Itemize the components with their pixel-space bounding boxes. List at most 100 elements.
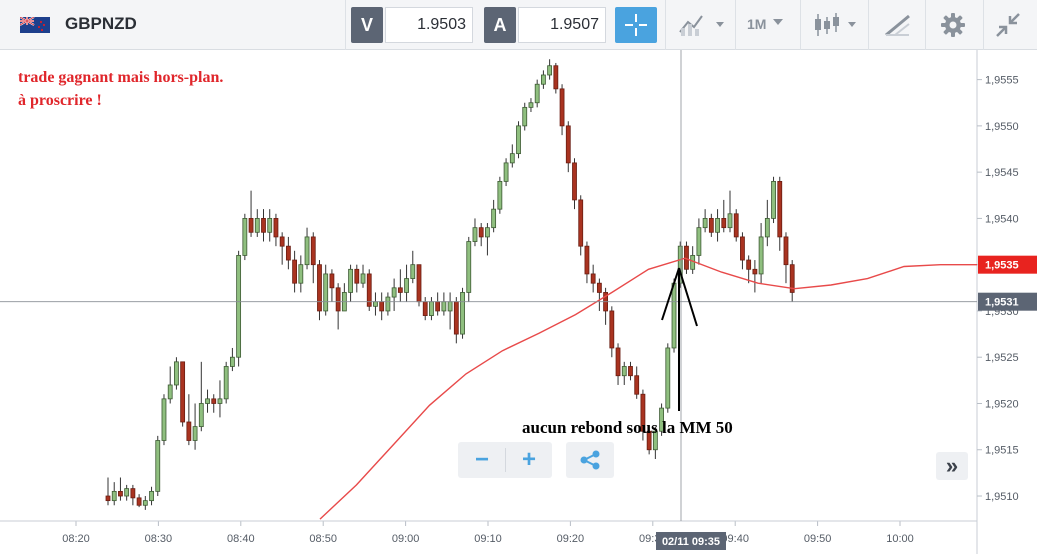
scroll-forward-icon: » [945, 453, 959, 478]
zoom-out-button[interactable]: − [460, 442, 504, 478]
zoom-in-button[interactable]: + [507, 442, 551, 478]
chart-type-button[interactable] [678, 12, 728, 43]
y-tick-label: 1,9525 [985, 352, 1019, 364]
bear-candle [596, 282, 602, 293]
bull-candle [167, 384, 173, 400]
bear-candle [634, 375, 640, 395]
trade-note: trade gagnant mais hors-plan. à proscrir… [18, 66, 223, 112]
bull-candle [497, 180, 503, 210]
bull-candle [671, 282, 677, 349]
candle-style-button[interactable] [812, 12, 862, 43]
price-chart[interactable]: 08:20 08:30 08:40 08:50 09:00 09:10 09:20 09:30… [0, 50, 1037, 554]
bear-candle [578, 199, 584, 247]
share-button[interactable] [566, 442, 614, 478]
bull-candle [254, 218, 260, 233]
bear-candle [118, 490, 123, 497]
bear-candle [136, 497, 142, 506]
timeframe-select[interactable]: 1M [747, 16, 767, 32]
bear-candle [559, 88, 565, 127]
bull-candle [385, 296, 391, 312]
drawing-icon [885, 14, 910, 37]
x-tick-label: 09:50 [804, 533, 832, 545]
x-tick-label: 09:10 [474, 533, 502, 545]
bull-candle [460, 292, 465, 335]
bear-candle [379, 301, 385, 312]
bull-candle [348, 268, 353, 293]
crosshair-button[interactable] [615, 7, 657, 43]
bear-candle [273, 218, 279, 238]
bull-candle [124, 488, 130, 497]
y-tick-label: 1,9515 [985, 445, 1019, 457]
bull-candle [161, 398, 167, 441]
bull-candle [174, 361, 179, 386]
bull-candle [534, 83, 540, 104]
arrow-head-right [678, 267, 698, 327]
bull-candle [373, 301, 378, 307]
bull-candle [323, 273, 329, 312]
bull-candle [304, 236, 310, 266]
sell-button[interactable]: V [351, 7, 383, 43]
uk-nz-flag-icon [20, 17, 50, 33]
crosshair-time-label-bg [656, 532, 726, 550]
toolbar-divider [735, 0, 736, 50]
toolbar-divider [983, 0, 984, 50]
bear-candle [317, 264, 322, 312]
bear-candle [211, 398, 217, 404]
bull-candle [242, 218, 248, 256]
zoom-controls: − + [458, 442, 552, 478]
bear-candle [708, 218, 714, 233]
collapse-button[interactable] [995, 12, 1021, 43]
bull-candle [149, 490, 154, 502]
y-tick-label: 1,9555 [985, 75, 1019, 87]
crosshair-icon [625, 14, 647, 36]
x-tick-label: 10:00 [886, 533, 914, 545]
x-tick-label: 08:40 [227, 533, 255, 545]
crosshair-price-label: 1,9531 [985, 297, 1019, 309]
bull-candle [391, 287, 397, 298]
bear-candle [789, 264, 795, 293]
toolbar-divider [345, 0, 346, 50]
instrument-symbol: GBPNZD [65, 14, 137, 33]
bear-candle [248, 218, 254, 233]
share-icon [580, 450, 600, 470]
scroll-forward-button[interactable]: » [936, 452, 968, 480]
trade-note-line2: à proscrire ! [18, 92, 102, 109]
bull-candle [298, 264, 304, 284]
moving-average-line [319, 257, 977, 520]
chart-type-icon [679, 15, 724, 36]
bull-candle [659, 407, 664, 432]
y-tick-label: 1,9510 [985, 491, 1019, 503]
drawing-tools-button[interactable] [883, 12, 913, 43]
bear-candle [366, 273, 372, 307]
bear-candle [397, 287, 403, 293]
y-tick-label: 1,9545 [985, 167, 1019, 179]
bull-candle [236, 255, 242, 358]
bull-candle [429, 301, 434, 316]
bear-candle [186, 421, 192, 441]
settings-button[interactable] [940, 12, 966, 43]
bear-candle [565, 125, 571, 164]
bull-candle [652, 430, 658, 451]
buy-button[interactable]: A [484, 7, 516, 43]
bull-candle [229, 356, 235, 367]
bull-candle [205, 398, 210, 404]
bear-candle [746, 259, 752, 270]
bear-candle [478, 227, 484, 238]
bear-candle [329, 273, 335, 289]
toolbar-divider [925, 0, 926, 50]
bear-candle [646, 430, 652, 451]
bull-candle [441, 301, 447, 312]
bull-candle [472, 227, 478, 242]
bear-candle [180, 361, 186, 423]
bear-candle [416, 264, 422, 303]
bear-candle [783, 236, 789, 266]
zoom-out-label: − [474, 446, 489, 473]
bull-candle [466, 241, 472, 293]
ma-price-label-bg [978, 255, 1037, 274]
bull-candle [192, 426, 198, 441]
toolbar-divider [868, 0, 869, 50]
bull-candle [758, 236, 764, 275]
toolbar-divider [800, 0, 801, 50]
x-tick-label: 09:00 [392, 533, 420, 545]
bear-candle [590, 273, 596, 284]
